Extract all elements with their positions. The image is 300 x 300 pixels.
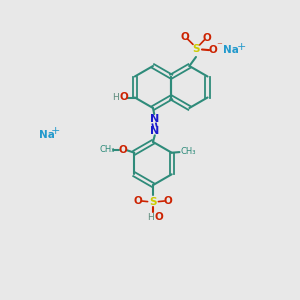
Text: CH₃: CH₃ bbox=[100, 146, 115, 154]
Text: O: O bbox=[203, 33, 212, 43]
Text: +: + bbox=[51, 126, 60, 136]
Text: H: H bbox=[147, 213, 154, 222]
Text: Na: Na bbox=[39, 130, 54, 140]
Text: +: + bbox=[236, 41, 246, 52]
Text: O: O bbox=[119, 92, 128, 102]
Text: S: S bbox=[192, 44, 200, 55]
Text: Na: Na bbox=[224, 45, 239, 55]
Text: O: O bbox=[180, 32, 189, 42]
Text: N: N bbox=[150, 114, 159, 124]
Text: O: O bbox=[209, 45, 218, 55]
Text: H: H bbox=[112, 93, 119, 102]
Text: CH₃: CH₃ bbox=[180, 147, 196, 156]
Text: ⁻: ⁻ bbox=[216, 41, 222, 52]
Text: O: O bbox=[154, 212, 163, 222]
Text: O: O bbox=[164, 196, 172, 206]
Text: O: O bbox=[134, 196, 142, 206]
Text: N: N bbox=[150, 126, 159, 136]
Text: O: O bbox=[118, 145, 127, 155]
Text: S: S bbox=[149, 196, 157, 207]
